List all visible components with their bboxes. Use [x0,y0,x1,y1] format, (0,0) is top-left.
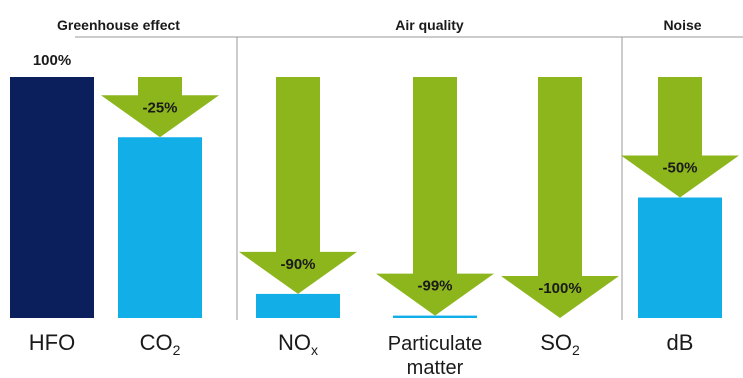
data-label: -90% [280,256,315,273]
category-main: SO [540,330,572,355]
category-label: Particulate matter [388,333,483,378]
data-label: 100% [33,52,71,69]
data-label: -25% [142,99,177,116]
baseline-bar [10,77,94,318]
data-label: -99% [417,278,452,295]
reduction-arrow [501,77,619,318]
reduction-arrow [101,77,219,138]
data-label: -50% [662,160,697,177]
category-subscript: 2 [173,342,181,358]
reduced-bar [393,315,477,318]
category-main: HFO [29,330,75,355]
category-label: NOx [278,330,318,358]
reduced-bar [256,293,340,318]
reduced-bar [638,197,722,318]
category-label: dB [667,330,694,355]
reduced-bar [118,137,202,318]
category-label: SO2 [540,330,580,358]
group-title: Greenhouse effect [57,17,180,33]
category-label: CO2 [140,330,181,358]
data-label: -100% [538,280,581,297]
category-main: dB [667,330,694,355]
category-main: NO [278,330,311,355]
category-main: CO [140,330,173,355]
reduction-arrow [376,77,494,316]
category-subscript: x [311,342,318,358]
category-main: Particulate [388,333,483,355]
category-subscript: 2 [572,342,580,358]
category-line: matter [407,357,464,378]
category-label: HFO [29,330,75,355]
reduction-arrow [621,77,739,198]
reduction-arrow [239,77,357,294]
group-title: Air quality [395,17,464,33]
group-title: Noise [663,17,701,33]
